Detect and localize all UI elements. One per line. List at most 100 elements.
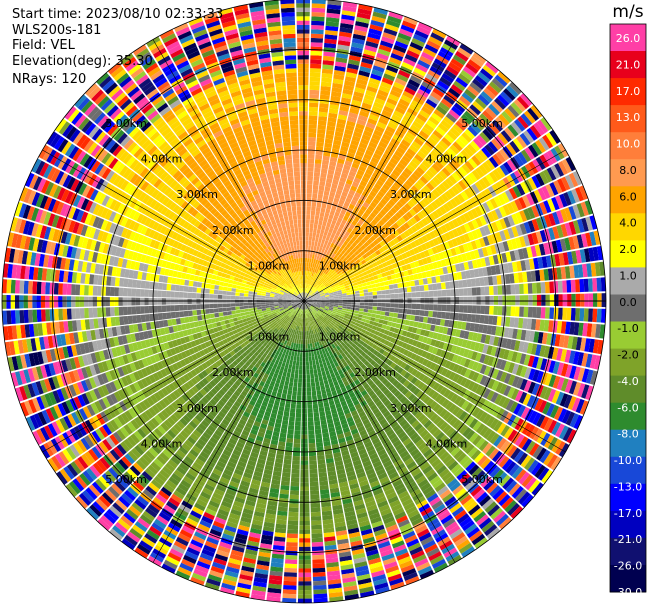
velocity-gate bbox=[511, 295, 516, 306]
velocity-gate bbox=[330, 372, 336, 379]
velocity-gate bbox=[374, 330, 380, 336]
velocity-gate bbox=[407, 374, 415, 382]
velocity-gate bbox=[305, 361, 310, 366]
velocity-gate bbox=[552, 211, 560, 225]
velocity-gate bbox=[247, 418, 255, 425]
velocity-gate bbox=[299, 533, 311, 539]
velocity-gate bbox=[335, 350, 341, 356]
velocity-gate bbox=[400, 232, 407, 240]
velocity-gate bbox=[416, 179, 426, 188]
velocity-gate bbox=[271, 408, 278, 415]
velocity-gate bbox=[325, 458, 334, 464]
velocity-gate bbox=[406, 107, 418, 117]
velocity-gate bbox=[511, 213, 520, 225]
velocity-gate bbox=[586, 323, 593, 337]
velocity-gate bbox=[554, 334, 561, 347]
velocity-gate bbox=[271, 557, 284, 564]
velocity-gate bbox=[477, 71, 491, 84]
velocity-gate bbox=[470, 55, 484, 68]
velocity-gate bbox=[319, 211, 325, 217]
velocity-gate bbox=[431, 246, 438, 255]
velocity-gate bbox=[556, 321, 563, 334]
velocity-gate bbox=[475, 277, 481, 287]
velocity-gate bbox=[321, 73, 333, 79]
velocity-gate bbox=[312, 193, 318, 199]
velocity-gate bbox=[320, 81, 332, 87]
velocity-gate bbox=[370, 156, 380, 165]
velocity-gate bbox=[317, 265, 321, 270]
velocity-gate bbox=[309, 317, 312, 322]
velocity-gate bbox=[536, 119, 549, 134]
velocity-gate bbox=[357, 475, 368, 483]
velocity-gate bbox=[306, 279, 308, 284]
velocity-gate bbox=[418, 335, 424, 342]
velocity-gate bbox=[244, 504, 255, 511]
velocity-gate bbox=[328, 165, 336, 171]
velocity-gate bbox=[183, 554, 197, 565]
velocity-gate bbox=[456, 539, 471, 551]
velocity-gate bbox=[366, 411, 374, 419]
velocity-gate bbox=[309, 81, 320, 86]
velocity-gate bbox=[232, 415, 241, 423]
velocity-gate bbox=[439, 489, 452, 500]
velocity-gate bbox=[364, 422, 372, 430]
velocity-gate bbox=[289, 377, 294, 383]
velocity-gate bbox=[454, 288, 460, 297]
velocity-gate bbox=[285, 550, 298, 556]
velocity-gate bbox=[281, 362, 286, 368]
velocity-gate bbox=[443, 351, 451, 360]
velocity-gate bbox=[312, 301, 317, 303]
velocity-gate bbox=[446, 327, 453, 336]
velocity-gate bbox=[523, 283, 529, 294]
velocity-gate bbox=[480, 476, 492, 488]
velocity-gate bbox=[274, 359, 280, 365]
velocity-gate bbox=[381, 262, 388, 268]
velocity-gate bbox=[390, 196, 399, 204]
velocity-gate bbox=[325, 296, 330, 299]
velocity-gate bbox=[424, 215, 433, 224]
velocity-gate bbox=[435, 54, 450, 65]
velocity-gate bbox=[460, 149, 471, 160]
velocity-gate bbox=[329, 104, 339, 110]
velocity-gate bbox=[310, 305, 315, 309]
velocity-gate bbox=[307, 158, 315, 164]
velocity-gate bbox=[233, 500, 244, 508]
velocity-gate bbox=[480, 91, 493, 103]
velocity-gate bbox=[337, 40, 351, 47]
velocity-gate bbox=[387, 253, 394, 260]
velocity-gate bbox=[478, 411, 488, 423]
velocity-gate bbox=[440, 215, 448, 224]
velocity-gate bbox=[440, 377, 449, 386]
velocity-gate bbox=[320, 305, 325, 309]
velocity-gate bbox=[488, 448, 500, 460]
velocity-gate bbox=[315, 337, 319, 343]
velocity-gate bbox=[372, 65, 385, 73]
velocity-gate bbox=[311, 16, 325, 22]
velocity-gate bbox=[365, 500, 376, 508]
velocity-gate bbox=[411, 157, 421, 166]
velocity-gate bbox=[487, 211, 495, 223]
velocity-gate bbox=[239, 520, 251, 528]
velocity-gate bbox=[304, 292, 306, 297]
velocity-gate bbox=[359, 110, 370, 118]
velocity-gate bbox=[310, 321, 313, 326]
velocity-gate bbox=[420, 416, 430, 426]
velocity-gate bbox=[390, 52, 404, 62]
velocity-gate bbox=[455, 421, 465, 432]
velocity-gate bbox=[455, 120, 467, 131]
velocity-gate bbox=[298, 322, 301, 327]
velocity-gate bbox=[254, 572, 268, 579]
velocity-gate bbox=[358, 582, 373, 590]
velocity-gate bbox=[487, 276, 494, 286]
velocity-gate bbox=[326, 360, 331, 366]
velocity-gate bbox=[278, 406, 285, 412]
velocity-gate bbox=[360, 363, 367, 370]
velocity-gate bbox=[312, 303, 317, 306]
velocity-gate bbox=[428, 36, 443, 47]
velocity-gate bbox=[564, 379, 573, 393]
velocity-gate bbox=[509, 339, 517, 351]
velocity-gate bbox=[326, 204, 332, 210]
velocity-gate bbox=[531, 142, 543, 156]
velocity-gate bbox=[330, 269, 336, 275]
velocity-gate bbox=[382, 484, 394, 492]
